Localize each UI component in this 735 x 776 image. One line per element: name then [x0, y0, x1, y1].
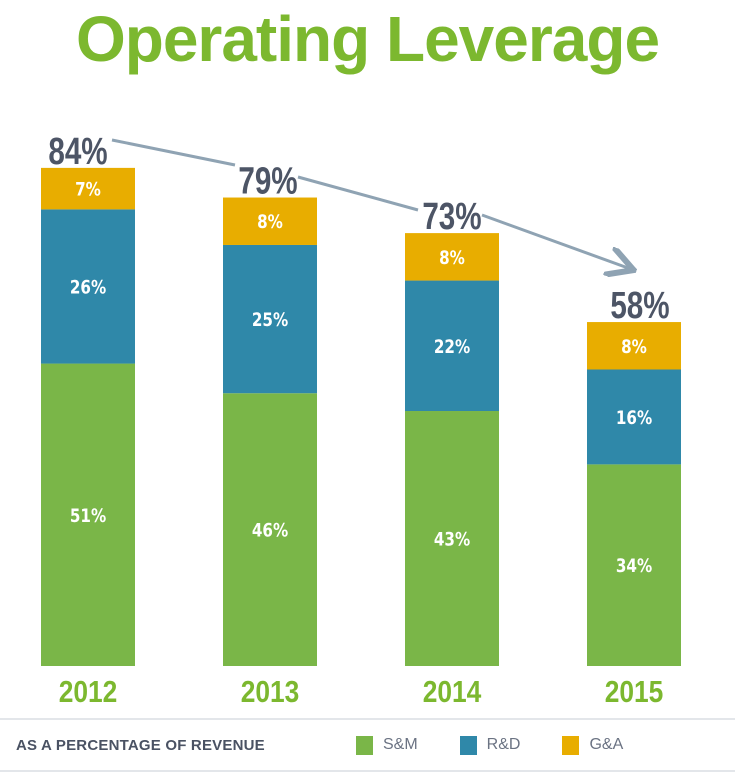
- legend-item-sm: S&M: [356, 735, 418, 755]
- x-tick-label: 2014: [423, 675, 482, 709]
- data-label: 8%: [621, 336, 647, 358]
- bar-segment-rd-2013: [223, 244, 317, 394]
- trend-arrow-segment: [481, 213, 628, 268]
- legend-label-ga: G&A: [589, 736, 624, 753]
- data-label: 26%: [70, 277, 106, 299]
- data-label: 46%: [252, 520, 288, 542]
- stacked-bar-chart: 51% 26% 7% 2012 84% 46% 25% 8% 2013 79% 43% 22% 8% 20…: [41, 130, 681, 710]
- bar-segment-sm-2014: [405, 411, 499, 666]
- data-label: 7%: [75, 179, 101, 201]
- legend-item-rd: R&D: [459, 735, 521, 755]
- trend-arrow-segment: [297, 175, 419, 212]
- bar-segment-rd-2015: [587, 369, 681, 465]
- bar-segment-ga-2013: [223, 197, 317, 245]
- bar-segment-rd-2014: [405, 280, 499, 412]
- legend-swatch-sm: [356, 735, 373, 755]
- data-label: 16%: [616, 407, 652, 429]
- x-tick-label: 2012: [59, 675, 118, 709]
- total-label: 58%: [610, 285, 669, 327]
- total-label: 79%: [238, 160, 297, 202]
- total-label: 73%: [422, 196, 481, 238]
- trend-arrow-segment: [111, 138, 236, 167]
- data-label: 22%: [434, 336, 470, 358]
- bar-segment-ga-2012: [41, 167, 135, 210]
- bar-segment-rd-2012: [41, 209, 135, 364]
- bar-segment-ga-2015: [587, 322, 681, 370]
- legend: AS A PERCENTAGE OF REVENUE S&M R&D G&A: [0, 718, 735, 772]
- legend-item-ga: G&A: [562, 735, 624, 755]
- total-label: 84%: [48, 130, 107, 172]
- data-label: 25%: [252, 310, 288, 332]
- bar-segment-sm-2015: [587, 464, 681, 666]
- bar-segment-sm-2012: [41, 363, 135, 666]
- legend-title: AS A PERCENTAGE OF REVENUE: [16, 736, 265, 754]
- data-label: 43%: [434, 529, 470, 551]
- x-tick-label: 2015: [605, 675, 664, 709]
- legend-swatch-ga: [562, 735, 580, 755]
- data-label: 8%: [257, 212, 283, 234]
- data-label: 34%: [616, 556, 652, 578]
- bar-segment-ga-2014: [405, 233, 499, 281]
- data-label: 8%: [439, 247, 465, 269]
- x-tick-label: 2013: [241, 675, 300, 709]
- legend-label-rd: R&D: [486, 736, 521, 753]
- legend-swatch-rd: [459, 735, 477, 755]
- legend-label-sm: S&M: [383, 736, 418, 753]
- data-label: 51%: [70, 505, 106, 527]
- chart-title: Operating Leverage: [75, 3, 660, 75]
- bar-segment-sm-2013: [223, 393, 317, 666]
